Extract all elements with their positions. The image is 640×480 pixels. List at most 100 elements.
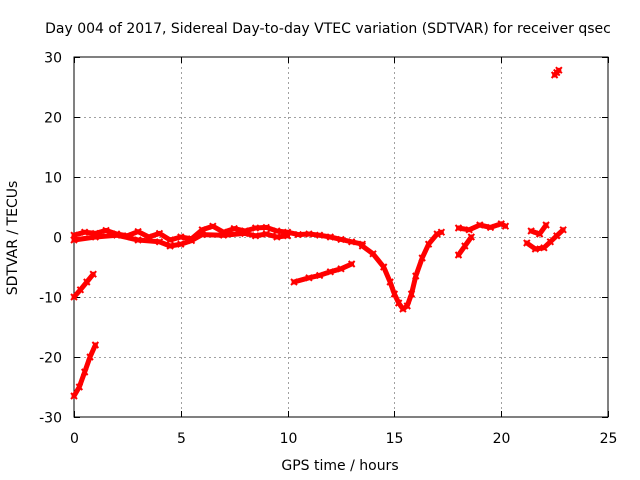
data-point: [394, 299, 403, 307]
data-point: [80, 228, 89, 236]
data-point: [326, 268, 335, 276]
data-point: [326, 233, 335, 241]
y-tick-label: 20: [44, 111, 62, 127]
data-point: [437, 228, 446, 236]
data-point: [177, 240, 185, 248]
data-point: [337, 265, 345, 273]
x-tick-label: 25: [600, 431, 618, 447]
data-point: [262, 223, 270, 232]
data-point: [527, 227, 535, 235]
data-point: [83, 278, 91, 286]
data-point: [113, 231, 121, 239]
y-axis-label: SDTVAR / TECUs: [5, 181, 21, 296]
x-tick-label: 5: [177, 431, 186, 447]
data-point: [501, 222, 510, 230]
data-point: [187, 236, 196, 245]
data-point: [390, 290, 399, 298]
data-point: [315, 231, 324, 239]
data-point: [337, 235, 345, 244]
data-point: [273, 227, 281, 235]
y-tick-label: 0: [53, 231, 62, 247]
data-point: [230, 224, 238, 233]
data-point: [102, 226, 110, 235]
data-point: [403, 302, 411, 310]
data-point: [433, 230, 441, 238]
data-point: [486, 223, 495, 232]
data-point: [555, 66, 563, 74]
data-point: [535, 230, 544, 238]
data-point: [70, 293, 78, 301]
data-point: [273, 233, 281, 241]
data-point: [454, 224, 463, 232]
data-point: [251, 232, 260, 240]
data-point: [166, 236, 174, 244]
data-marks: [70, 66, 567, 400]
data-point: [380, 263, 388, 271]
data-point: [86, 353, 94, 361]
data-point: [315, 271, 324, 280]
x-tick-label: 20: [493, 431, 511, 447]
y-tick-label: -30: [39, 411, 62, 427]
data-point: [262, 230, 270, 238]
x-tick-label: 10: [280, 431, 298, 447]
data-point: [418, 254, 426, 262]
data-point: [134, 236, 142, 244]
x-axis-label: GPS time / hours: [281, 458, 398, 474]
data-point: [546, 238, 555, 246]
data-point: [369, 250, 377, 258]
x-tick-label: 15: [386, 431, 404, 447]
data-point: [155, 229, 164, 238]
data-point: [177, 233, 185, 241]
data-point: [219, 231, 228, 239]
data-point: [290, 278, 298, 286]
data-point: [70, 392, 78, 400]
data-point: [347, 260, 356, 268]
data-point: [89, 270, 97, 278]
y-tick-label: 10: [44, 171, 62, 187]
data-point: [80, 368, 89, 376]
data-point: [386, 278, 394, 286]
data-point: [531, 245, 540, 253]
data-point: [251, 224, 260, 232]
y-tick-label: 30: [44, 51, 62, 67]
data-point: [553, 232, 561, 240]
data-point: [347, 238, 356, 246]
series-early-segment-a: [71, 271, 96, 300]
data-point: [294, 230, 302, 239]
data-point: [465, 226, 473, 234]
chart-title: Day 004 of 2017, Sidereal Day-to-day VTE…: [45, 21, 611, 37]
data-point: [91, 341, 100, 349]
data-point: [155, 238, 164, 246]
data-point: [412, 272, 420, 280]
data-point: [209, 222, 217, 230]
data-point: [467, 233, 476, 241]
data-point: [241, 229, 249, 238]
data-point: [166, 242, 174, 250]
data-point: [461, 242, 469, 250]
data-point: [497, 220, 505, 228]
data-point: [559, 226, 567, 234]
y-tick-label: -10: [39, 291, 62, 307]
data-point: [476, 221, 484, 229]
data-point: [540, 244, 548, 252]
data-point: [198, 230, 206, 239]
data-point: [75, 383, 84, 391]
x-axis-ticks: 0 5 10 15 20 25: [70, 57, 617, 447]
data-point: [454, 251, 463, 259]
y-axis-ticks: -30 -20 -10 0 10 20 30: [39, 51, 608, 427]
data-point: [283, 232, 292, 240]
data-point: [70, 236, 78, 244]
y-tick-label: -20: [39, 351, 62, 367]
data-point: [305, 274, 313, 282]
data-point: [91, 233, 100, 241]
data-point: [358, 242, 367, 250]
data-point: [424, 240, 433, 248]
data-point: [523, 239, 531, 247]
x-tick-label: 0: [70, 431, 79, 447]
data-point: [407, 290, 416, 298]
data-point: [76, 286, 85, 294]
data-point: [134, 227, 142, 236]
data-point: [542, 221, 550, 229]
data-point: [305, 230, 313, 238]
